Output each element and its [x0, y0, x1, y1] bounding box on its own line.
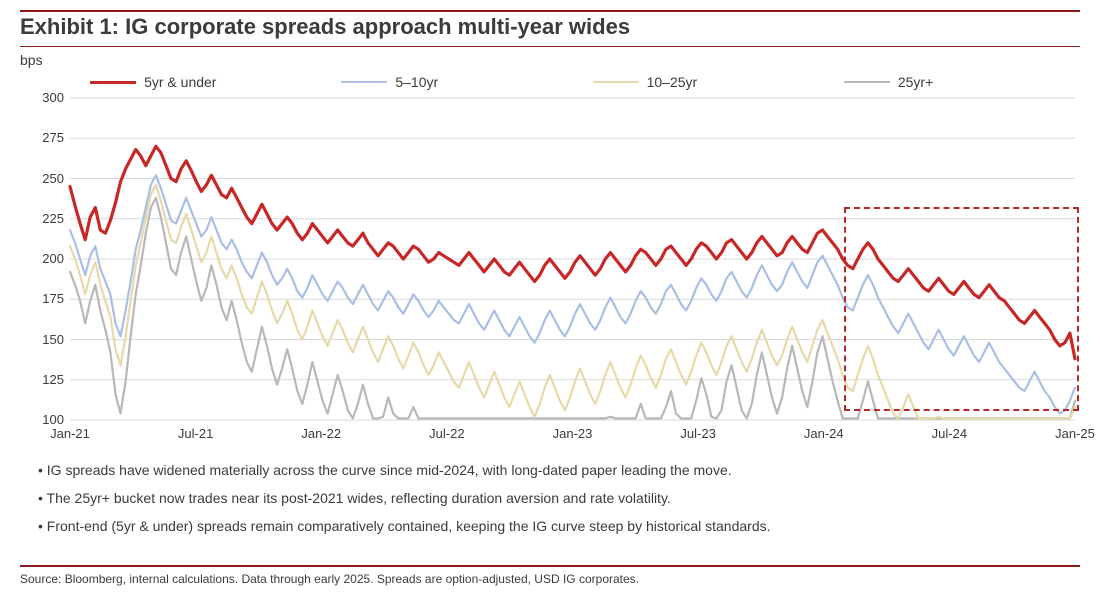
x-tick-label: Jul-21 [166, 426, 226, 441]
y-tick-label: 175 [24, 291, 64, 306]
x-tick-label: Jul-23 [668, 426, 728, 441]
x-tick-label: Jul-24 [919, 426, 979, 441]
bullet-3: • Front-end (5yr & under) spreads remain… [38, 516, 771, 537]
bullet-3-text: Front-end (5yr & under) spreads remain c… [47, 518, 771, 534]
plot-area: 5yr & under5–10yr10–25yr25yr+ 1001251501… [70, 72, 1075, 440]
x-tick-label: Jan-22 [291, 426, 351, 441]
bottom-rule [20, 565, 1080, 567]
y-tick-label: 225 [24, 211, 64, 226]
y-tick-label: 300 [24, 90, 64, 105]
source-text: Source: Bloomberg, internal calculations… [20, 572, 639, 586]
y-tick-label: 275 [24, 130, 64, 145]
x-tick-label: Jan-24 [794, 426, 854, 441]
bullet-2: • The 25yr+ bucket now trades near its p… [38, 488, 671, 509]
y-tick-label: 125 [24, 372, 64, 387]
x-tick-label: Jan-23 [543, 426, 603, 441]
y-axis-label: bps [20, 52, 43, 68]
chart-title: Exhibit 1: IG corporate spreads approach… [20, 14, 630, 40]
x-tick-label: Jul-22 [417, 426, 477, 441]
bullet-2-text: The 25yr+ bucket now trades near its pos… [47, 490, 671, 506]
y-tick-label: 250 [24, 171, 64, 186]
y-tick-label: 150 [24, 332, 64, 347]
y-tick-label: 100 [24, 412, 64, 427]
x-tick-label: Jan-21 [40, 426, 100, 441]
bullet-1-text: IG spreads have widened materially acros… [47, 462, 732, 478]
x-tick-label: Jan-25 [1045, 426, 1100, 441]
highlight-box [844, 207, 1079, 411]
subtitle-rule [20, 46, 1080, 47]
bullet-1: • IG spreads have widened materially acr… [38, 460, 732, 481]
chart-container: Exhibit 1: IG corporate spreads approach… [0, 0, 1100, 611]
top-rule [20, 10, 1080, 12]
y-tick-label: 200 [24, 251, 64, 266]
